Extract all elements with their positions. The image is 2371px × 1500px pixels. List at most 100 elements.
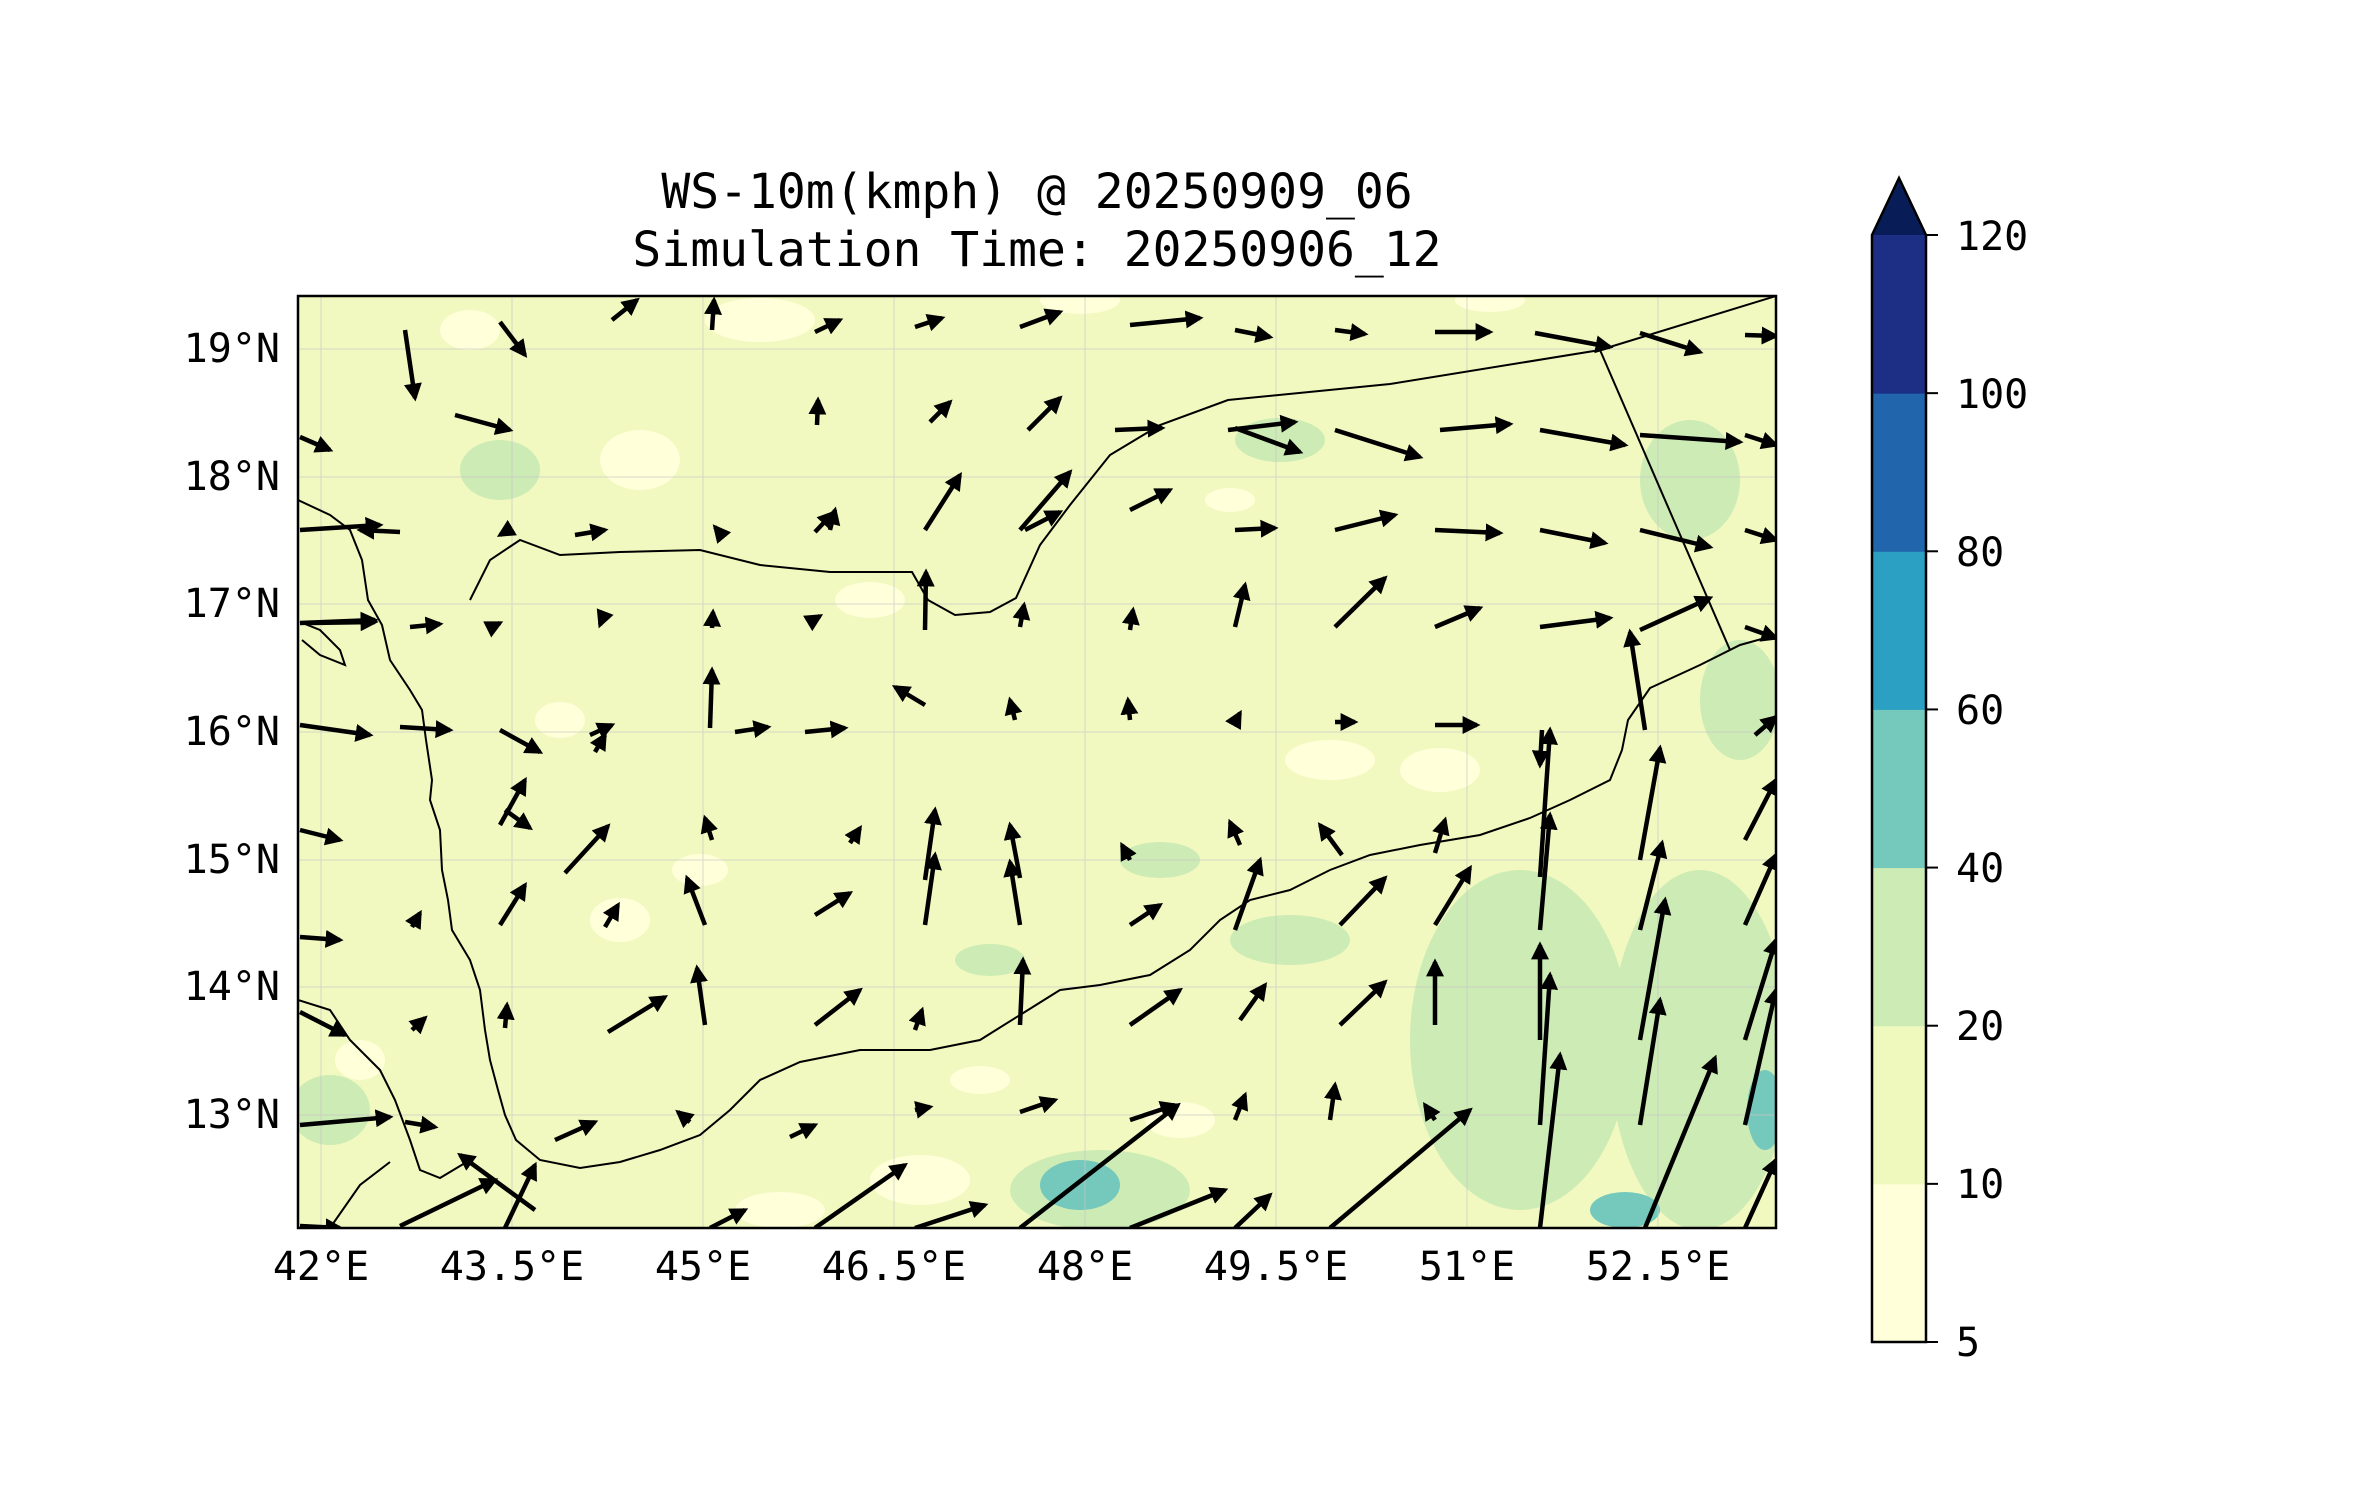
wind-vector — [789, 1122, 819, 1140]
wind-vector — [299, 929, 344, 948]
wind-vector — [1537, 1051, 1568, 1228]
wind-vector — [1539, 427, 1629, 452]
wind-vector — [1232, 856, 1264, 931]
wind-vector — [498, 320, 528, 358]
wind-vector — [683, 874, 708, 926]
wind-vector — [844, 825, 862, 845]
moderate-patch — [1640, 420, 1740, 540]
wind-vector — [1013, 956, 1032, 1026]
calm-patch — [1455, 296, 1525, 312]
colorbar-label-5: 5 — [1956, 1320, 1981, 1366]
calm-patch — [735, 1192, 825, 1228]
wind-vector — [1338, 875, 1388, 927]
wind-vector — [1743, 776, 1776, 842]
lat-tick-19N: 19°N — [183, 326, 280, 372]
wind-vector — [1234, 325, 1274, 344]
wind-vector — [405, 909, 422, 930]
wind-vector — [298, 1009, 349, 1038]
wind-vector — [914, 1200, 989, 1228]
wind-vector — [563, 823, 611, 875]
wind-vector — [1744, 624, 1776, 642]
colorbar-segment — [1872, 867, 1926, 1027]
lon-tick-45E: 45°E — [654, 1244, 752, 1290]
wind-vector — [1128, 987, 1183, 1027]
wind-vector — [1232, 581, 1251, 628]
wind-vector — [1623, 628, 1648, 731]
wind-vector — [1120, 696, 1139, 721]
wind-vector — [1023, 509, 1064, 533]
colorbar-segment — [1872, 1025, 1926, 1185]
wind-vector — [1338, 979, 1388, 1027]
colorbar-segment — [1872, 235, 1926, 394]
wind-vector — [700, 814, 718, 841]
wind-vector — [1637, 996, 1667, 1126]
wind-vector — [1742, 1156, 1776, 1228]
calm-patch — [335, 1040, 385, 1080]
wind-vector — [814, 317, 844, 335]
moderate-patch — [1700, 640, 1776, 760]
colorbar-label-40: 40 — [1956, 846, 2005, 892]
wind-vector — [454, 412, 514, 435]
wind-vector — [496, 1001, 515, 1029]
wind-vector — [404, 1115, 439, 1134]
wind-vector — [1128, 487, 1174, 513]
wind-vector — [1637, 839, 1668, 931]
wind-vector — [1234, 425, 1304, 456]
wind-vector — [1026, 395, 1063, 432]
wind-vector-field — [298, 296, 1776, 1228]
wind-vector — [610, 297, 640, 322]
moderate-patch — [1410, 870, 1630, 1210]
wind-vector — [409, 616, 444, 635]
wind-vector — [1121, 606, 1140, 631]
colorbar-outline — [1870, 175, 1928, 1344]
wind-vector — [1539, 527, 1609, 550]
wind-vector — [1004, 696, 1023, 721]
lon-tick-43-5E: 43.5°E — [439, 1244, 585, 1290]
lat-tick-13N: 13°N — [183, 1092, 280, 1138]
calm-patch — [1285, 740, 1375, 780]
coastlines-and-borders — [298, 296, 1776, 1228]
wind-vector — [808, 396, 827, 426]
strong-patch — [1747, 1070, 1776, 1150]
wind-vector — [813, 891, 854, 917]
calm-patch — [950, 1066, 1010, 1094]
wind-vector — [1333, 575, 1388, 629]
wind-vector — [1744, 326, 1776, 345]
wind-vector — [1328, 1107, 1473, 1228]
map-subtitle: Simulation Time: 20250906_12 — [632, 222, 1442, 278]
wind-vector — [804, 720, 849, 739]
colorbar-label-20: 20 — [1956, 1004, 2005, 1050]
wind-vector — [1742, 986, 1776, 1126]
wind-vector — [803, 614, 824, 632]
wind-vector — [399, 720, 454, 739]
lat-tick-16N: 16°N — [183, 709, 280, 755]
wind-vector — [1639, 527, 1714, 553]
wind-vector — [1018, 469, 1073, 532]
wind-vector — [1317, 822, 1344, 857]
colorbar-label-10: 10 — [1956, 1162, 2005, 1208]
wind-vector — [690, 964, 708, 1026]
wind-vector — [606, 995, 669, 1034]
colorbar-segments — [1872, 235, 1926, 1343]
wind-vector — [1234, 519, 1279, 538]
wind-vector — [1531, 729, 1550, 769]
colorbar-extend-arrow — [1872, 178, 1926, 235]
wind-vector — [457, 1152, 537, 1212]
wind-vector — [483, 620, 504, 638]
wind-vector — [734, 720, 772, 739]
wind-vector — [1434, 605, 1484, 630]
lat-tick-17N: 17°N — [183, 581, 280, 627]
wind-vector — [914, 1100, 934, 1119]
wind-vector — [554, 1119, 599, 1143]
wind-vector — [1233, 1192, 1273, 1228]
calm-patch — [1400, 748, 1480, 792]
calm-patch — [1205, 488, 1255, 512]
wind-vector — [1012, 601, 1031, 628]
colorbar-segment — [1872, 709, 1926, 869]
wind-vector — [299, 434, 334, 453]
wind-vector — [1742, 936, 1776, 1041]
wind-vector — [498, 776, 527, 827]
wind-vector — [1334, 509, 1399, 533]
wind-vector — [891, 685, 927, 707]
